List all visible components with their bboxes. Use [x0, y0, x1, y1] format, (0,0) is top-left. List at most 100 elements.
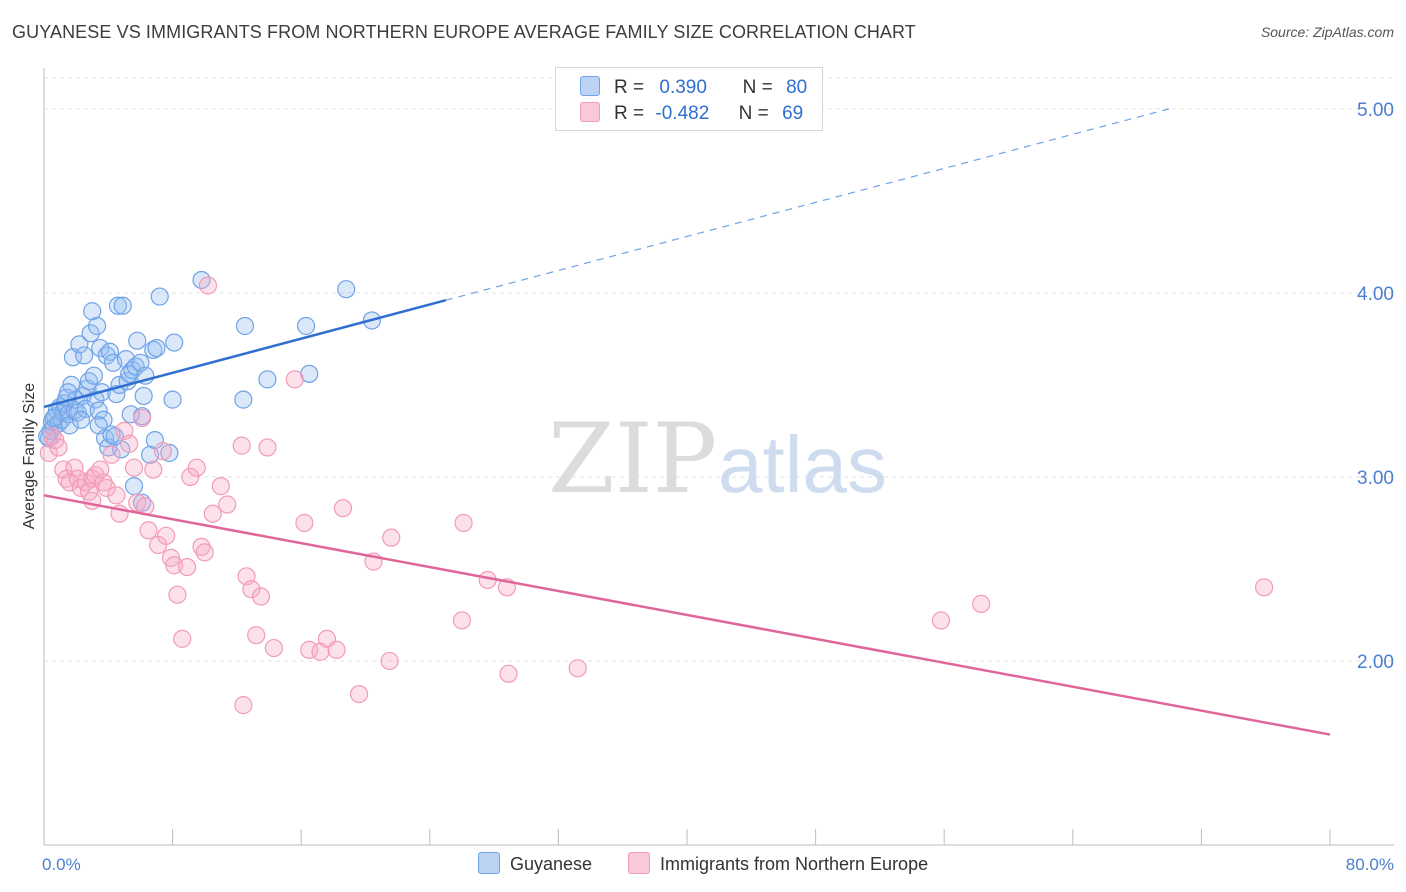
point-guyanese [163, 390, 182, 409]
y-tick-label: 3.00 [1357, 468, 1394, 489]
point-guyanese [124, 477, 144, 496]
point-northern-europe [144, 460, 163, 479]
point-guyanese [147, 338, 166, 358]
point-northern-europe [454, 513, 473, 533]
point-northern-europe [258, 438, 277, 457]
point-guyanese [116, 350, 136, 369]
point-northern-europe [177, 557, 197, 577]
point-northern-europe [139, 521, 158, 540]
watermark-zip: ZIP [548, 403, 717, 515]
point-guyanese [84, 366, 103, 385]
point-guyanese [60, 416, 79, 435]
point-guyanese [89, 416, 108, 435]
legend-row-northern-europe: R = -0.482 N = 69 [580, 102, 803, 126]
point-northern-europe [173, 629, 192, 648]
legend-r-value: -0.482 [655, 103, 710, 124]
point-northern-europe [380, 651, 399, 671]
chart-title: GUYANESE VS IMMIGRANTS FROM NORTHERN EUR… [12, 22, 916, 42]
point-guyanese [150, 287, 169, 306]
point-northern-europe [181, 467, 200, 487]
legend-swatch-pink [628, 852, 650, 874]
legend-item-guyanese: Guyanese [478, 852, 592, 875]
data-points [38, 270, 1274, 715]
y-tick-label: 5.00 [1357, 100, 1394, 121]
legend-r-label: R = [614, 77, 645, 98]
point-northern-europe [192, 537, 211, 556]
legend-n-label: N = [742, 77, 773, 98]
y-tick-label: 4.00 [1357, 284, 1394, 305]
point-guyanese [83, 302, 102, 321]
y-axis-label: Average Family Size [21, 383, 38, 530]
point-northern-europe [97, 478, 116, 498]
point-northern-europe [132, 408, 152, 428]
point-northern-europe [65, 458, 84, 477]
point-guyanese [160, 443, 179, 463]
point-northern-europe [264, 638, 283, 658]
point-guyanese [44, 408, 63, 428]
legend-r-value: 0.390 [659, 77, 707, 98]
point-northern-europe [168, 585, 187, 604]
point-northern-europe [203, 504, 222, 523]
point-northern-europe [94, 473, 113, 492]
point-guyanese [75, 346, 94, 365]
point-guyanese [144, 340, 163, 360]
point-northern-europe [972, 594, 991, 613]
point-northern-europe [251, 587, 271, 606]
point-guyanese [108, 296, 128, 315]
point-northern-europe [83, 491, 102, 510]
point-northern-europe [242, 580, 261, 599]
x-tick-label-max: 80.0% [1346, 855, 1394, 874]
point-guyanese [94, 410, 113, 429]
legend-n-value: 80 [786, 77, 808, 98]
point-northern-europe [568, 659, 587, 678]
source-label: Source: ZipAtlas.com [1260, 24, 1394, 40]
x-tick-label-min: 0.0% [42, 855, 81, 874]
point-guyanese [235, 316, 255, 336]
x-tick-labels: 0.0% 80.0% [42, 855, 1394, 874]
point-northern-europe [232, 436, 251, 455]
point-guyanese [113, 296, 132, 315]
point-northern-europe [198, 276, 218, 295]
point-guyanese [100, 342, 120, 361]
trend-lines [43, 108, 1331, 736]
trend-line-guyanese-extended [445, 108, 1170, 301]
point-northern-europe [157, 526, 176, 545]
point-guyanese [121, 405, 140, 424]
point-northern-europe [49, 438, 68, 457]
legend-label-guyanese: Guyanese [510, 854, 593, 874]
point-guyanese [79, 372, 99, 391]
legend-swatch-blue [580, 76, 600, 96]
point-northern-europe [247, 626, 266, 645]
axes [43, 68, 1394, 846]
trend-line-guyanese [43, 299, 447, 409]
point-northern-europe [349, 684, 369, 704]
point-guyanese [91, 338, 110, 358]
point-northern-europe [195, 543, 214, 562]
point-guyanese [134, 386, 153, 406]
point-northern-europe [295, 513, 314, 533]
point-guyanese [81, 324, 100, 343]
point-northern-europe [211, 477, 230, 496]
point-northern-europe [187, 458, 206, 477]
point-northern-europe [120, 434, 139, 453]
legend-swatch-blue [478, 852, 500, 874]
point-northern-europe [452, 611, 472, 630]
legend-row-guyanese: R = 0.390 N = 80 [580, 76, 807, 100]
point-northern-europe [285, 370, 304, 389]
point-northern-europe [931, 611, 951, 630]
legend-swatch-pink [580, 102, 600, 122]
point-guyanese [70, 335, 89, 354]
point-northern-europe [153, 442, 173, 461]
y-tick-label: 2.00 [1357, 652, 1394, 673]
correlation-legend: R = 0.390 N = 80 R = -0.482 N = 69 [555, 67, 823, 131]
trend-line-northern-europe [43, 494, 1331, 736]
point-northern-europe [124, 458, 144, 477]
legend-n-value: 69 [782, 103, 804, 124]
legend-label-northern-europe: Immigrants from Northern Europe [660, 854, 929, 874]
point-northern-europe [234, 696, 253, 715]
point-northern-europe [499, 664, 518, 683]
point-guyanese [296, 316, 316, 336]
point-guyanese [89, 401, 108, 420]
y-tick-labels: 2.00 3.00 4.00 5.00 [1357, 100, 1394, 673]
